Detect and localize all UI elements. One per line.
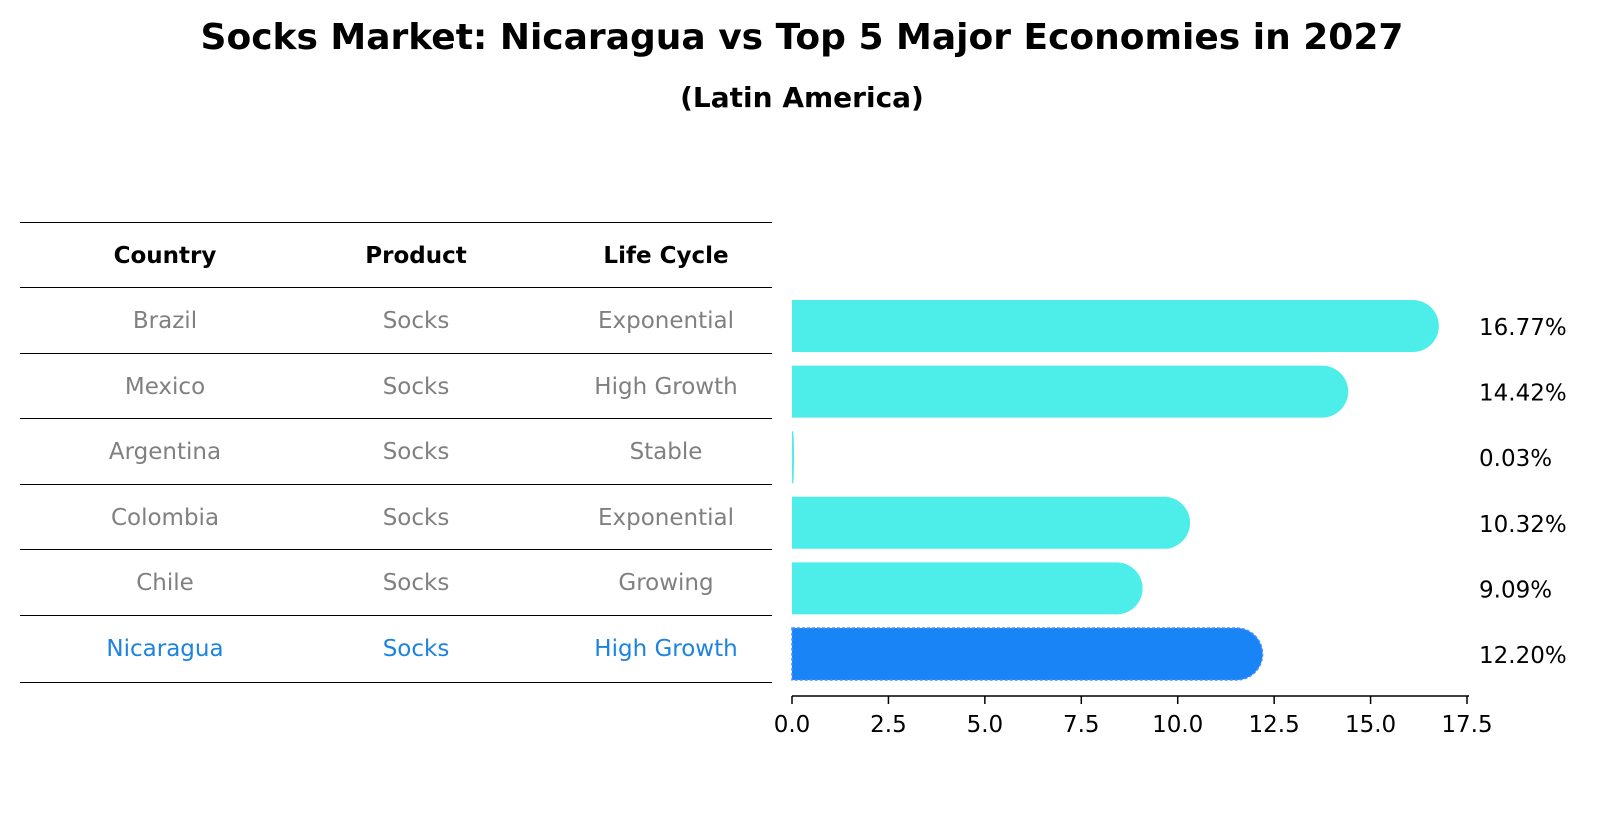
x-tick-label: 5.0 [967,712,1004,738]
cell-product: Socks [382,374,450,400]
bar-chile [792,562,1143,615]
value-label: 10.32% [1479,512,1567,538]
cell-country: Nicaragua [106,636,224,662]
table-row-highlight: Nicaragua Socks High Growth [20,615,772,683]
table-row: Chile Socks Growing [20,549,772,616]
bar-colombia [792,496,1191,549]
cell-life-cycle: Exponential [597,308,734,334]
cell-life-cycle: Exponential [597,505,734,531]
cell-product: Socks [382,570,450,596]
chart-title: Socks Market: Nicaragua vs Top 5 Major E… [200,17,1404,58]
cell-country: Argentina [108,439,222,465]
cell-life-cycle: High Growth [594,636,738,662]
cell-product: Socks [382,505,450,531]
bar-brazil [792,300,1439,352]
value-label: 9.09% [1479,577,1552,603]
header-product: Product [365,243,467,269]
chart-subtitle: (Latin America) [680,81,924,114]
cell-product: Socks [382,439,450,465]
table-row: Colombia Socks Exponential [20,484,772,551]
bar-nicaragua [791,627,1264,681]
table-row: Brazil Socks Exponential [20,287,772,354]
cell-country: Colombia [110,505,220,531]
cell-product: Socks [382,308,450,334]
x-tick-label: 2.5 [870,712,907,738]
header-life-cycle: Life Cycle [603,243,729,269]
table-row: Argentina Socks Stable [20,418,772,485]
value-label: 0.03% [1479,446,1552,472]
x-tick-label: 12.5 [1249,712,1300,738]
value-label: 12.20% [1479,643,1567,669]
x-tick-label: 17.5 [1441,712,1492,738]
bar-mexico [792,365,1349,418]
cell-life-cycle: Growing [618,570,714,596]
cell-country: Brazil [132,308,198,334]
table-row: Mexico Socks High Growth [20,353,772,420]
x-tick-label: 15.0 [1345,712,1396,738]
header-country: Country [113,243,217,269]
cell-life-cycle: Stable [629,439,703,465]
table-header-row: Country Product Life Cycle [20,222,772,289]
value-label: 16.77% [1479,315,1567,341]
cell-life-cycle: High Growth [594,374,738,400]
bar-argentina [792,431,794,484]
cell-product: Socks [382,636,450,662]
x-tick-label: 10.0 [1152,712,1203,738]
x-tick-label: 7.5 [1063,712,1100,738]
cell-country: Mexico [124,374,206,400]
x-tick-label: 0.0 [774,712,811,738]
cell-country: Chile [136,570,194,596]
value-label: 14.42% [1479,381,1567,407]
